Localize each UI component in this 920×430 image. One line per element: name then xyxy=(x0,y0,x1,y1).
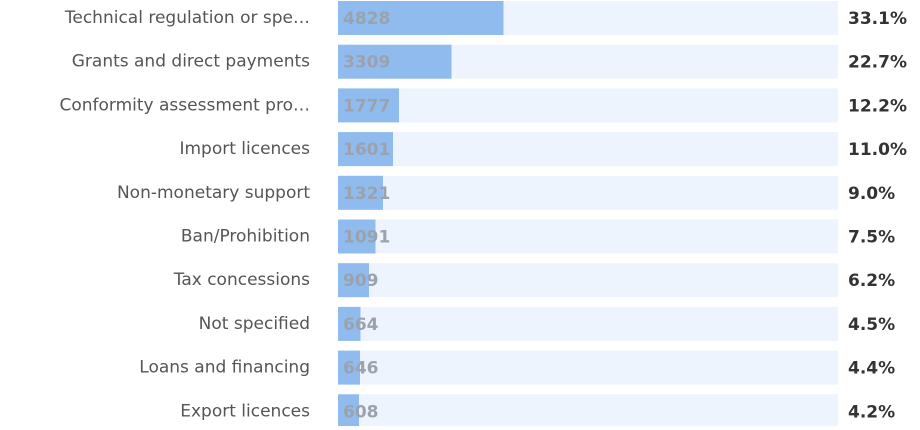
share-label: 22.7% xyxy=(848,53,907,73)
bar xyxy=(338,132,393,167)
share-label: 4.2% xyxy=(848,402,895,422)
bar-track xyxy=(338,88,838,123)
category-label: Tax concessions xyxy=(173,270,310,290)
bar-value-label: 3309 xyxy=(343,53,390,73)
category-label: Non-monetary support xyxy=(117,183,310,203)
bar-value-label: 1601 xyxy=(343,140,390,160)
bar-track xyxy=(338,350,838,385)
bar-value-label: 1321 xyxy=(343,184,390,204)
bar-track xyxy=(338,306,838,341)
category-label: Ban/Prohibition xyxy=(181,227,310,247)
bar xyxy=(338,175,383,210)
share-label: 11.0% xyxy=(848,140,907,160)
bar-track xyxy=(338,175,838,210)
category-label: Conformity assessment pro… xyxy=(59,95,310,115)
bar-track xyxy=(338,219,838,254)
category-label: Technical regulation or spe… xyxy=(64,8,310,28)
share-label: 7.5% xyxy=(848,228,895,248)
share-label: 12.2% xyxy=(848,96,907,116)
bar xyxy=(338,88,399,123)
bar-track xyxy=(338,132,838,167)
share-label: 33.1% xyxy=(848,9,907,29)
share-label: 4.4% xyxy=(848,359,895,379)
bar xyxy=(338,263,369,298)
bar-value-label: 646 xyxy=(343,359,379,379)
bar xyxy=(338,350,360,385)
category-label: Export licences xyxy=(180,401,310,421)
bar-track xyxy=(338,394,838,429)
bar xyxy=(338,219,376,254)
share-label: 4.5% xyxy=(848,315,895,335)
category-label: Import licences xyxy=(179,139,310,159)
category-label: Not specified xyxy=(199,314,310,334)
bar-value-label: 4828 xyxy=(343,9,390,29)
bar xyxy=(338,1,504,35)
category-label: Loans and financing xyxy=(139,358,310,378)
bar-value-label: 1091 xyxy=(343,228,390,248)
share-label: 6.2% xyxy=(848,271,895,291)
bar xyxy=(338,394,359,429)
bar-value-label: 1777 xyxy=(343,96,390,116)
bar-value-label: 909 xyxy=(343,271,379,291)
bar-value-label: 664 xyxy=(343,315,379,335)
bar-track xyxy=(338,263,838,298)
bar xyxy=(338,44,452,79)
bar xyxy=(338,306,361,341)
share-label: 9.0% xyxy=(848,184,895,204)
bar-value-label: 608 xyxy=(343,402,379,422)
category-label: Grants and direct payments xyxy=(72,52,310,72)
